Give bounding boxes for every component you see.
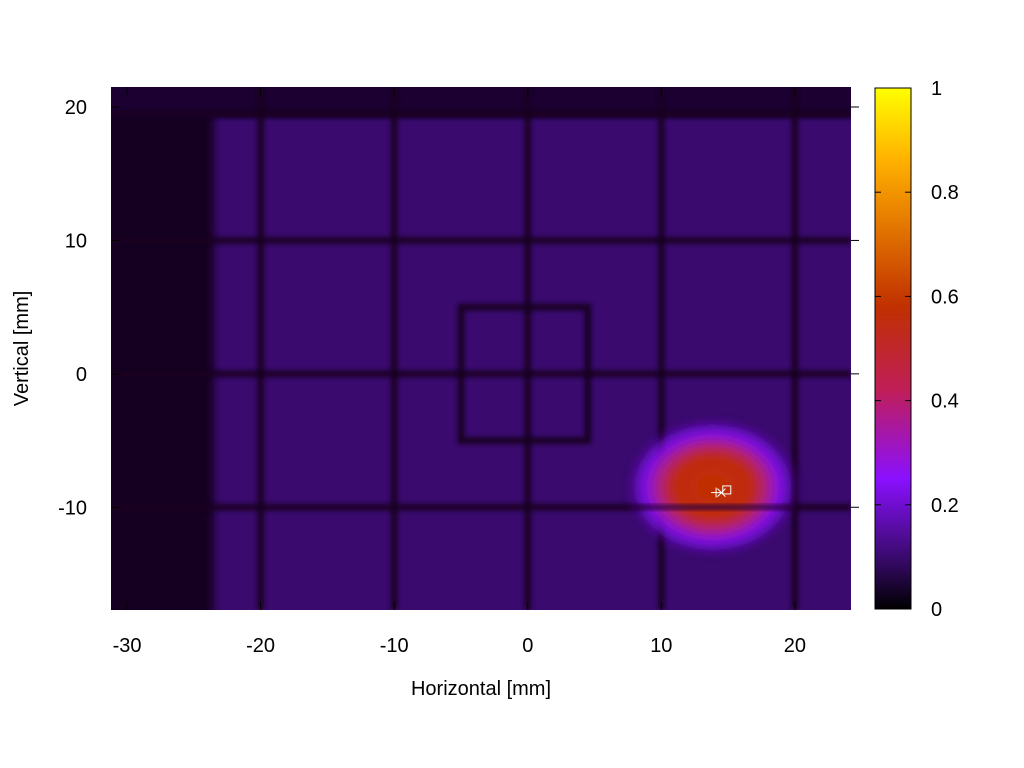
colorbar [874,87,912,610]
colorbar-tick-label: 0.4 [931,391,959,413]
beam-hotspot [626,418,799,556]
y-tick-label: 20 [65,97,87,119]
x-tick-label: -10 [380,635,409,657]
grid-shadow-vertical [390,87,398,610]
y-tick-label: -10 [58,497,87,519]
y-tick-label: 0 [76,364,87,386]
beam-center-markers [711,485,732,498]
marker-square [722,485,732,495]
colorbar-tick-label: 0.2 [931,495,959,517]
colorbar-tick-label: 1 [931,78,942,100]
colorbar-tick-label: 0.6 [931,286,959,308]
y-axis-title: Vertical [mm] [11,291,33,407]
colorbar-ticks: 0 0.2 0.4 0.6 0.8 1 [875,78,959,621]
x-tick-label: -20 [246,635,275,657]
dark-left-band [111,87,214,610]
grid-shadow-horizontal [111,370,851,378]
grid-shadow-horizontal [111,110,851,118]
marker-plus [711,487,722,498]
grid-shadow-vertical [657,87,665,610]
grid-shadow-horizontal [111,236,851,244]
colorbar-tick-label: 0 [931,599,942,621]
grid-shadow-horizontal [111,503,851,511]
heatmap-area [111,87,851,610]
grid-shadow-vertical [524,87,532,610]
hotspot-shadow-line [634,504,791,511]
x-tick-label: -30 [113,635,142,657]
grid-shadow-vertical [791,87,799,610]
inner-square-shadow [457,303,592,445]
y-axis-ticks: -10 0 10 20 [58,97,859,519]
colorbar-tick-label: 0.8 [931,182,959,204]
x-tick-label: 20 [784,635,806,657]
x-axis-ticks: -30 -20 -10 0 10 20 [113,87,806,657]
x-tick-label: 10 [650,635,672,657]
x-tick-label: 0 [522,635,533,657]
grid-shadow-vertical [257,87,265,610]
marker-cross [717,488,726,497]
y-tick-label: 10 [65,230,87,252]
x-axis-title: Horizontal [mm] [411,678,551,700]
grid-shadow-lines [111,87,851,610]
